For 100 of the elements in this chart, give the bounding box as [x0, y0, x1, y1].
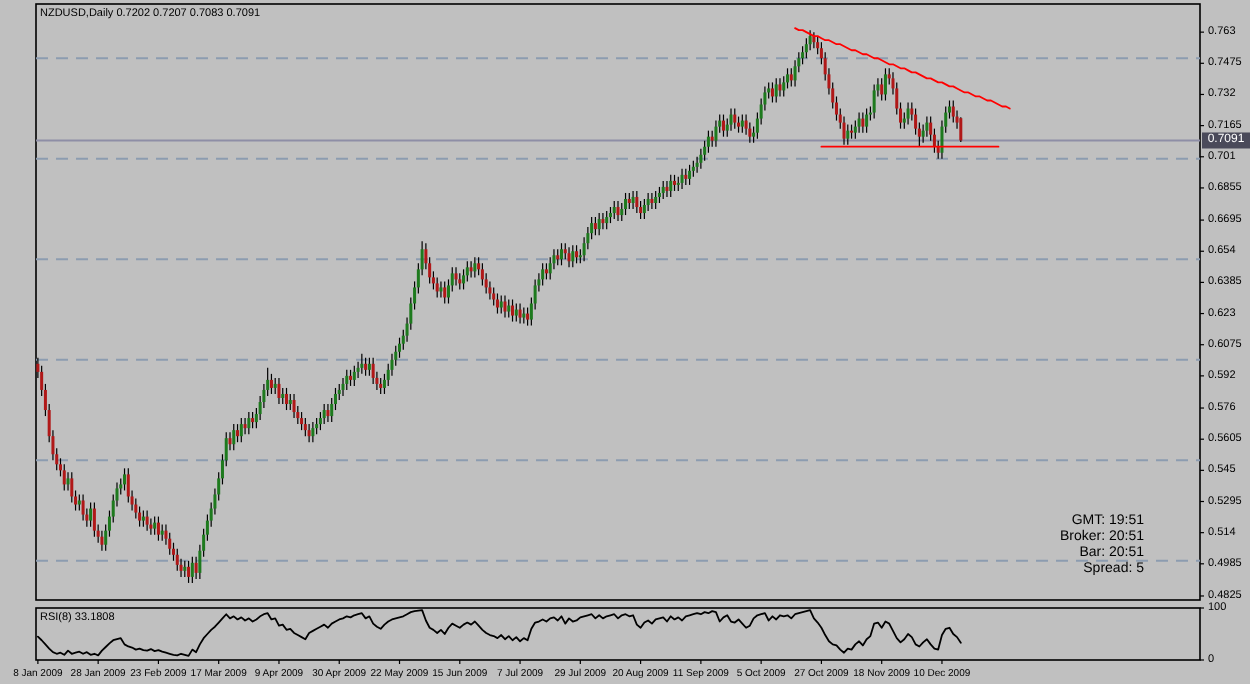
candlestick [925, 115, 929, 138]
candlestick [733, 107, 737, 130]
candlestick [654, 190, 658, 210]
candlestick [846, 124, 850, 146]
candlestick [721, 113, 725, 138]
candlestick [341, 377, 345, 397]
candlestick [951, 99, 955, 124]
candlestick [725, 117, 729, 138]
candlestick [593, 216, 597, 236]
candlestick [511, 298, 515, 323]
candlestick [462, 268, 466, 291]
candlestick [454, 266, 458, 287]
candlestick [612, 200, 616, 220]
candlestick [872, 83, 876, 120]
candlestick [688, 164, 692, 186]
candlestick [360, 353, 364, 375]
candlestick [326, 403, 330, 423]
candlestick [507, 298, 511, 319]
candlestick [853, 119, 857, 140]
candlestick [729, 107, 733, 132]
candlestick [605, 210, 609, 230]
candlestick [435, 276, 439, 299]
candlestick [269, 373, 273, 395]
candlestick [541, 262, 545, 287]
candlestick [465, 260, 469, 282]
candlestick [92, 501, 96, 538]
candlestick [367, 357, 371, 377]
candlestick [695, 156, 699, 174]
candlestick [774, 77, 778, 104]
candlestick [883, 67, 887, 102]
candlestick [650, 192, 654, 210]
candlestick [300, 411, 304, 431]
candlestick [307, 423, 311, 443]
candlestick [345, 369, 349, 391]
candlestick [921, 124, 925, 144]
candlestick [503, 294, 507, 319]
candlestick [439, 280, 443, 299]
candlestick [499, 294, 503, 315]
candlestick [680, 168, 684, 190]
candlestick [699, 148, 703, 170]
candlestick [801, 45, 805, 65]
candlestick [100, 530, 104, 552]
candlestick [959, 116, 963, 143]
candlestick [134, 497, 138, 520]
candlestick [153, 515, 157, 536]
candlestick [243, 417, 247, 435]
candlestick [322, 403, 326, 425]
candlestick [168, 532, 172, 556]
candlestick [70, 471, 74, 504]
candlestick [311, 421, 315, 443]
candlestick [642, 198, 646, 220]
candlestick [906, 101, 910, 126]
candlestick [646, 192, 650, 212]
candlestick [804, 37, 808, 59]
candlestick [480, 262, 484, 287]
candlestick [303, 417, 307, 437]
candlestick [190, 556, 194, 584]
candlestick [277, 377, 281, 405]
candlestick [156, 515, 160, 542]
candlestick [706, 130, 710, 154]
candlestick [236, 423, 240, 443]
candlestick [601, 212, 605, 230]
candlestick [145, 509, 149, 532]
candlestick [548, 256, 552, 280]
candlestick [597, 212, 601, 236]
candlestick [661, 180, 665, 200]
candlestick [714, 119, 718, 148]
candlestick [778, 77, 782, 98]
candlestick [495, 292, 499, 315]
candlestick [364, 357, 368, 377]
candlestick [842, 115, 846, 146]
candlestick [488, 280, 492, 301]
line-series [794, 27, 1011, 110]
candlestick [473, 256, 477, 278]
candlestick [81, 493, 85, 522]
candlestick [149, 517, 153, 536]
candlestick [669, 174, 673, 198]
candlestick [187, 560, 191, 584]
candlestick [567, 246, 571, 268]
candlestick [318, 411, 322, 431]
candlestick [793, 59, 797, 88]
candlestick [292, 393, 296, 419]
candlestick [861, 111, 865, 134]
candlestick [356, 361, 360, 379]
candlestick [857, 111, 861, 134]
candlestick [247, 411, 251, 435]
candlestick [665, 180, 669, 198]
candlestick [175, 548, 179, 572]
candlestick [232, 423, 236, 451]
candlestick [740, 113, 744, 134]
candlestick [808, 29, 812, 51]
candlestick [62, 463, 66, 492]
candlestick [398, 337, 402, 359]
candlestick [352, 365, 356, 387]
candlestick [748, 122, 752, 144]
candlestick [239, 417, 243, 443]
candlestick [616, 200, 620, 222]
candlestick [782, 75, 786, 98]
candlestick [443, 280, 447, 305]
candlestick [126, 467, 130, 504]
